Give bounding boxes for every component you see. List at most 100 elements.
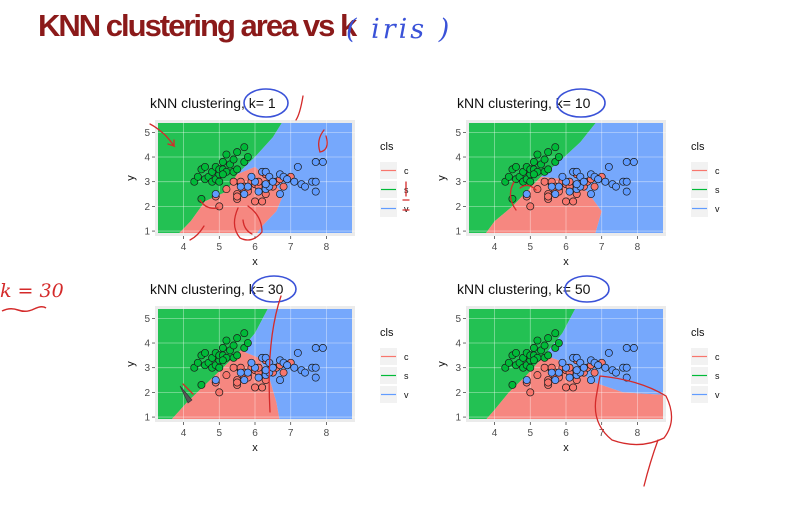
legend-label-c: c	[715, 352, 720, 362]
region-v	[544, 309, 663, 395]
x-tick-label: 4	[492, 242, 498, 253]
point-c	[251, 197, 259, 206]
y-tick-label: 4	[455, 153, 461, 164]
legend-label-s: s	[404, 371, 409, 381]
handwritten-k-note: k = 30	[0, 280, 64, 302]
point-s	[240, 329, 249, 338]
ink-oval-icon	[243, 88, 289, 118]
y-tick-label: 5	[455, 314, 461, 325]
point-s	[222, 150, 231, 159]
x-axis-label: x	[252, 256, 258, 268]
point-s	[540, 341, 549, 350]
point-v	[311, 187, 320, 196]
point-v	[268, 177, 277, 186]
x-axis-label: x	[563, 256, 569, 268]
legend-label-v: v	[715, 204, 720, 214]
point-s	[508, 381, 517, 389]
ink-oval-icon	[251, 275, 297, 303]
point-v	[601, 177, 610, 186]
x-axis-label: x	[563, 442, 569, 454]
point-c	[533, 371, 542, 380]
point-s	[233, 165, 242, 174]
point-v	[554, 182, 563, 191]
x-tick-label: 4	[181, 242, 187, 253]
point-c	[215, 202, 224, 211]
point-s	[229, 341, 238, 350]
y-tick-label: 3	[455, 363, 461, 374]
point-s	[504, 358, 513, 367]
ink-annotations	[149, 88, 673, 487]
point-v	[554, 368, 563, 377]
legend-label-c: c	[404, 352, 409, 362]
point-v	[276, 190, 284, 198]
legend-title: cls	[380, 141, 394, 153]
point-s	[544, 334, 553, 343]
point-c	[526, 388, 535, 397]
ink-stroke-icon	[402, 181, 410, 211]
y-tick-label: 3	[144, 177, 150, 188]
point-v	[551, 376, 560, 384]
region-s	[469, 123, 596, 233]
chart-title: kNN clustering, k= 30	[150, 281, 284, 297]
point-c	[562, 197, 570, 206]
handwritten-underline-icon	[1, 305, 47, 313]
point-c	[215, 388, 224, 397]
legend-label-c: c	[715, 166, 720, 176]
point-s	[233, 334, 242, 343]
legend-label-v: v	[715, 390, 720, 400]
legend-label-s: s	[715, 185, 720, 195]
point-c	[590, 368, 599, 377]
point-c	[544, 192, 553, 201]
point-v	[236, 182, 245, 191]
point-v	[522, 376, 531, 384]
legend-label-v: v	[404, 204, 409, 214]
y-axis-label: y	[125, 175, 137, 181]
ink-stroke-icon	[199, 199, 219, 209]
ink-stroke-icon	[182, 383, 194, 395]
legend-label-v: v	[404, 390, 409, 400]
point-c	[544, 378, 553, 387]
y-tick-label: 1	[455, 227, 461, 238]
point-v	[601, 363, 610, 372]
point-s	[529, 170, 538, 179]
point-s	[197, 381, 206, 389]
ink-oval-icon	[564, 275, 610, 303]
point-c	[258, 197, 267, 206]
ink-oval-icon	[556, 88, 606, 118]
point-s	[533, 336, 542, 345]
y-axis-label: y	[436, 361, 448, 367]
point-s	[233, 148, 242, 157]
x-tick-label: 5	[217, 242, 223, 253]
point-s	[218, 170, 227, 179]
point-s	[554, 339, 563, 347]
point-v	[236, 368, 245, 377]
point-s	[229, 155, 238, 164]
point-v	[254, 373, 263, 382]
point-s	[218, 344, 227, 352]
point-s	[512, 162, 520, 171]
chart-panel-3: kNN clustering, k= 30 4 5 6 7 8 1 2 3 4 5 x y cls csv	[125, 281, 409, 454]
point-s	[193, 358, 202, 367]
point-v	[612, 182, 620, 191]
point-v	[311, 363, 320, 372]
point-v	[579, 177, 588, 186]
point-c	[279, 182, 288, 191]
y-tick-label: 2	[455, 202, 461, 213]
point-s	[233, 351, 242, 360]
y-tick-label: 4	[144, 153, 150, 164]
point-s	[529, 158, 538, 166]
x-tick-label: 4	[181, 428, 187, 439]
point-v	[290, 177, 299, 186]
point-v	[261, 180, 270, 189]
point-s	[529, 356, 538, 365]
point-v	[622, 177, 631, 186]
legend-label-s: s	[715, 371, 720, 381]
legend-title: cls	[380, 327, 394, 339]
point-s	[193, 172, 202, 181]
point-v	[240, 190, 249, 198]
chart-title: kNN clustering, k= 1	[150, 95, 276, 111]
point-v	[261, 366, 270, 375]
y-tick-label: 2	[144, 202, 150, 213]
point-v	[622, 187, 631, 196]
